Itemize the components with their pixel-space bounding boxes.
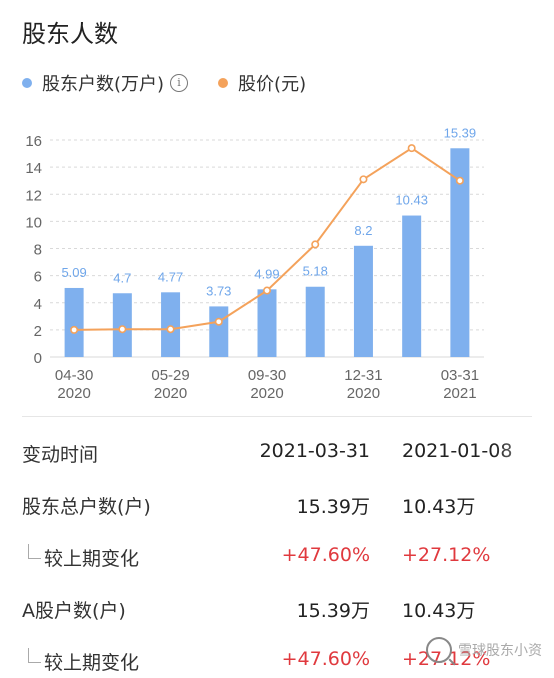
x-tick-year-label: 2020 [250,385,283,402]
row-label: A股户数(户) [22,600,126,622]
header-date-1: 2021-03-31 [259,440,370,462]
legend-holders-dot [22,78,32,88]
price-point [118,325,127,334]
table-header-row: 变动时间 2021-03-31 2021-01-08 [0,440,554,470]
price-point [166,325,175,334]
bar-data-label: 4.99 [254,266,279,281]
watermark-logo-icon [426,637,452,663]
bar [450,148,470,357]
row-value-2: 10.43万 [402,600,476,622]
y-tick-label: 10 [25,214,42,231]
bar [402,215,422,357]
bar [161,292,181,357]
row-label: 股东总户数(户) [22,496,151,518]
watermark-text: 雪球股东小资 [458,643,542,659]
bar-data-label: 4.77 [158,269,183,284]
x-tick-label: 12-31 [344,367,382,384]
bar-data-label: 5.09 [61,265,86,280]
price-point [455,176,464,185]
y-tick-label: 12 [25,187,42,204]
y-tick-label: 4 [34,296,42,313]
bar-data-label: 15.39 [444,125,477,140]
bar-data-label: 4.7 [113,270,131,285]
holders-chart: 0 2 4 6 8 10 12 14 16 5.09 4.7 4.77 3.73 4.99 5.18 8.2 1… [25,125,484,402]
x-tick-label: 09-30 [248,367,286,384]
x-tick-year-label: 2021 [443,385,476,402]
tree-branch [28,648,41,663]
table-row: 较上期变化 +47.60% +27.12% [0,544,554,574]
legend-holders-label: 股东户数(万户) [42,74,165,95]
x-tick-year-label: 2020 [57,385,90,402]
row-value-2: 10.43万 [402,496,476,518]
row-value-1: 15.39万 [296,496,370,518]
chart-legend: 股东户数(万户) i 股价(元) [22,70,336,96]
price-point [407,144,416,153]
watermark: 雪球股东小资 [426,637,542,663]
bar [305,286,325,357]
row-value-1: +47.60% [281,648,370,670]
bar [257,289,277,357]
x-tick-label: 03-31 [441,367,479,384]
y-tick-label: 0 [34,350,42,367]
y-tick-label: 14 [25,160,42,177]
info-icon[interactable]: i [170,74,189,92]
bar [209,306,229,357]
legend-price-label: 股价(元) [238,74,307,95]
bar-data-label: 8.2 [354,223,372,238]
table-row: 股东总户数(户) 15.39万 10.43万 [0,492,554,522]
scroll-fade [494,430,554,671]
price-point [262,286,271,295]
bar [353,245,373,357]
y-tick-label: 6 [34,269,42,286]
x-tick-label: 04-30 [55,367,93,384]
price-point [70,325,79,334]
header-date-2: 2021-01-08 [402,440,513,462]
row-label: 较上期变化 [44,548,140,570]
row-value-2: +27.12% [402,544,491,566]
row-value-1: +47.60% [281,544,370,566]
bar [64,287,84,357]
x-tick-label: 05-29 [151,367,189,384]
row-value-1: 15.39万 [296,600,370,622]
legend-price[interactable]: 股价(元) [218,70,306,96]
price-point [359,175,368,184]
bar-data-label: 5.18 [303,264,328,279]
y-tick-label: 2 [34,323,42,340]
bar [112,293,132,357]
legend-price-dot [218,78,229,88]
divider [22,416,532,417]
legend-holders[interactable]: 股东户数(万户) i [22,70,189,96]
bar-data-label: 10.43 [395,193,428,208]
price-point [311,240,320,249]
page-title: 股东人数 [22,20,118,48]
x-tick-year-label: 2020 [154,385,187,402]
y-tick-label: 8 [34,242,42,259]
table-row: A股户数(户) 15.39万 10.43万 [0,596,554,626]
x-tick-year-label: 2020 [347,385,380,402]
tree-branch [28,544,41,559]
row-label: 较上期变化 [44,652,140,674]
y-tick-label: 16 [25,133,42,150]
header-label: 变动时间 [22,444,99,466]
price-point [214,317,223,326]
bar-data-label: 3.73 [206,283,231,298]
